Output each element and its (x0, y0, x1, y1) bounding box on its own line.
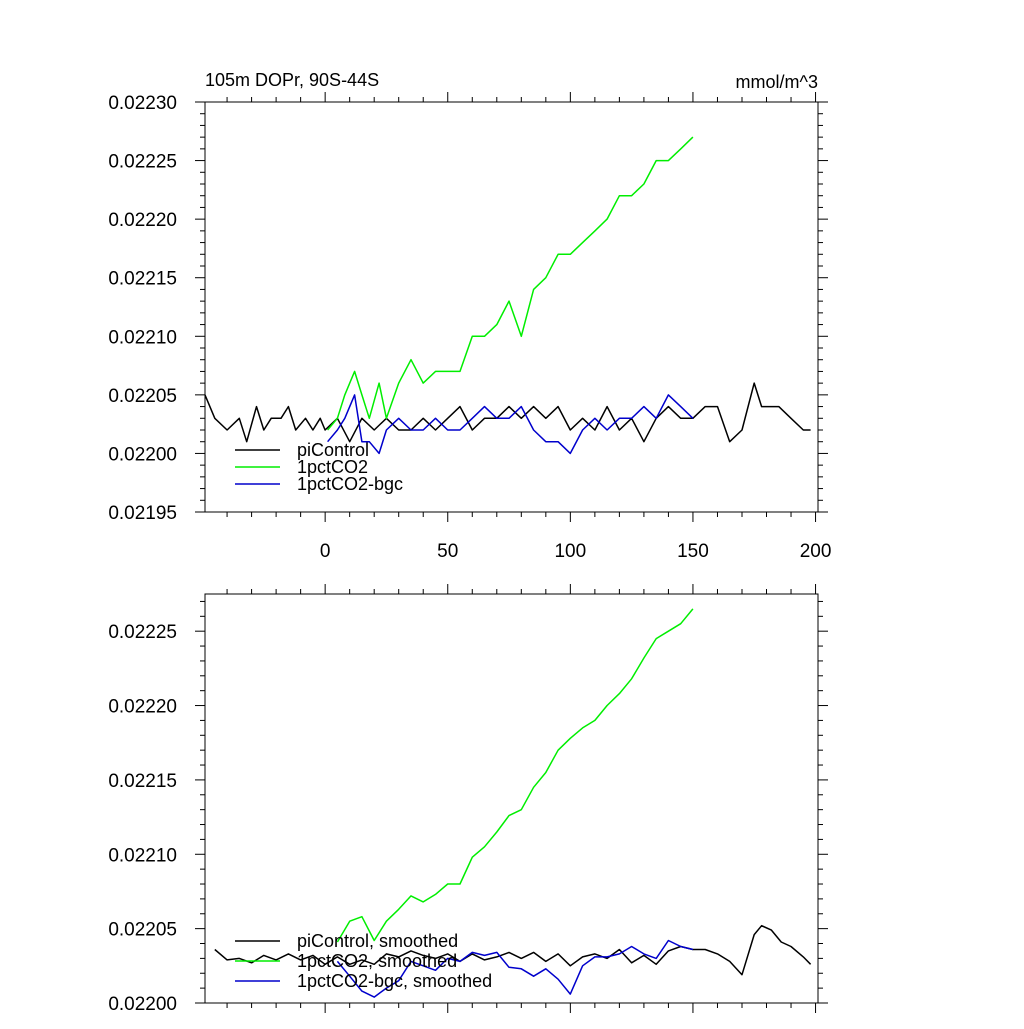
top-legend-label-1: 1pctCO2 (297, 457, 368, 477)
top-series-line-0 (204, 382, 811, 443)
bottom-series-line-0 (214, 924, 812, 976)
top-legend-label-0: piControl (297, 440, 369, 460)
top-series-line-1 (327, 136, 694, 431)
top-x-tick-label-50: 50 (437, 541, 458, 562)
top-x-tick-label-200: 200 (800, 541, 832, 562)
bottom-y-tick-label: 0.02210 (108, 845, 177, 866)
bottom-series-lines (214, 608, 812, 998)
bottom-plot-frame (204, 593, 819, 1004)
bottom-y-tick-label: 0.02215 (108, 771, 177, 792)
top-y-tick-label: 0.02215 (108, 269, 177, 290)
top-y-tick-label: 0.02200 (108, 444, 177, 465)
bottom-legend-label-1: 1pctCO2, smoothed (297, 951, 457, 971)
bottom-y-tick-label: 0.02205 (108, 920, 177, 941)
top-y-tick-label: 0.02220 (108, 210, 177, 231)
top-y-tick-label: 0.02210 (108, 327, 177, 348)
top-chart-units: mmol/m^3 (736, 72, 818, 92)
top-axis-ticks: 0 50 100 150 200 0.02195 0.02200 0.02205 0.02210… (108, 92, 831, 562)
bottom-chart-panel: 0.02200 0.02205 0.02210 0.02215 0.02220 0.022… (108, 584, 828, 1015)
top-chart-title: 105m DOPr, 90S-44S (205, 70, 379, 90)
bottom-series-line-1 (336, 608, 694, 943)
top-y-tick-label: 0.02230 (108, 93, 177, 114)
bottom-legend-label-2: 1pctCO2-bgc, smoothed (297, 971, 492, 991)
bottom-y-tick-label: 0.02200 (108, 994, 177, 1015)
top-series-lines (204, 136, 811, 455)
top-series-line-2 (327, 394, 694, 455)
top-y-tick-label: 0.02225 (108, 152, 177, 173)
top-x-tick-label-100: 100 (554, 541, 586, 562)
top-legend-label-2: 1pctCO2-bgc (297, 474, 403, 494)
top-y-tick-label: 0.02195 (108, 503, 177, 524)
top-chart-panel: 105m DOPr, 90S-44S mmol/m^3 0 50 100 150 200… (108, 70, 831, 562)
bottom-y-tick-label: 0.02225 (108, 622, 177, 643)
top-y-tick-label: 0.02205 (108, 386, 177, 407)
bottom-y-tick-label: 0.02220 (108, 697, 177, 718)
bottom-series-line-2 (336, 939, 694, 998)
top-x-tick-label-0: 0 (320, 541, 331, 562)
bottom-axis-ticks: 0.02200 0.02205 0.02210 0.02215 0.02220 0.022… (108, 584, 828, 1015)
top-plot-frame (204, 101, 819, 513)
bottom-legend-label-0: piControl, smoothed (297, 931, 458, 951)
top-x-tick-label-150: 150 (677, 541, 709, 562)
